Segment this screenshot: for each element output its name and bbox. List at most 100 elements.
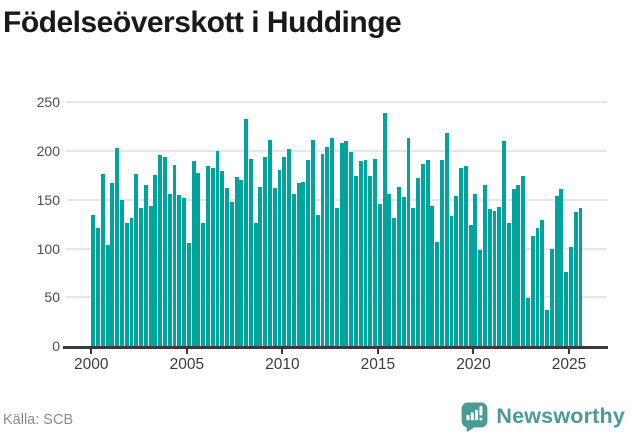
bar bbox=[91, 215, 96, 347]
bar bbox=[225, 187, 229, 347]
bar bbox=[272, 187, 277, 347]
x-tick bbox=[281, 348, 284, 355]
bar bbox=[497, 207, 502, 347]
bar bbox=[349, 151, 354, 347]
bar bbox=[535, 227, 540, 347]
bar bbox=[363, 160, 368, 347]
bar bbox=[487, 209, 492, 347]
bar bbox=[530, 235, 535, 347]
source-label: Källa: SCB bbox=[3, 412, 74, 428]
bar bbox=[358, 161, 363, 347]
bar bbox=[277, 170, 282, 347]
x-axis-label: 2005 bbox=[169, 356, 205, 373]
bar bbox=[506, 223, 511, 347]
bar bbox=[320, 153, 325, 347]
bar bbox=[478, 250, 483, 347]
bar bbox=[229, 201, 234, 347]
bar bbox=[416, 178, 421, 347]
y-axis-label: 250 bbox=[36, 93, 60, 110]
bar bbox=[392, 218, 397, 347]
bar bbox=[569, 246, 573, 347]
bar bbox=[182, 197, 186, 347]
bar bbox=[215, 150, 220, 347]
bar bbox=[554, 195, 559, 347]
bar bbox=[435, 241, 440, 347]
x-tick bbox=[376, 348, 379, 355]
y-axis-label: 200 bbox=[36, 142, 60, 159]
bar bbox=[115, 147, 120, 347]
x-axis-label: 2025 bbox=[551, 356, 587, 373]
bar bbox=[521, 176, 526, 347]
bar bbox=[210, 168, 215, 347]
bar bbox=[406, 137, 411, 347]
bar bbox=[578, 208, 583, 347]
bar bbox=[330, 137, 335, 347]
bar bbox=[483, 184, 487, 347]
bar bbox=[549, 249, 554, 347]
bar bbox=[191, 161, 196, 347]
bar bbox=[172, 165, 177, 347]
x-tick bbox=[90, 348, 93, 355]
bar bbox=[239, 180, 244, 347]
bar bbox=[463, 166, 468, 347]
bar bbox=[143, 184, 148, 347]
bar bbox=[325, 146, 330, 347]
bar bbox=[110, 182, 115, 347]
gridline-150 bbox=[66, 198, 607, 201]
y-axis-label: 0 bbox=[52, 338, 60, 355]
bar bbox=[253, 223, 258, 347]
bar bbox=[139, 208, 143, 347]
bar bbox=[397, 186, 401, 347]
bar bbox=[368, 176, 373, 347]
bar bbox=[296, 182, 301, 347]
newsworthy-icon bbox=[460, 401, 489, 432]
bar bbox=[248, 158, 253, 347]
y-axis-label: 100 bbox=[36, 240, 60, 257]
bar bbox=[564, 271, 569, 347]
bar bbox=[177, 194, 182, 347]
bar bbox=[516, 184, 521, 347]
bar bbox=[148, 206, 153, 347]
bar bbox=[545, 310, 549, 347]
bar bbox=[263, 156, 268, 347]
x-tick bbox=[185, 348, 188, 355]
bar bbox=[162, 156, 167, 347]
bar bbox=[526, 298, 530, 347]
bar bbox=[96, 227, 100, 347]
bar bbox=[440, 160, 444, 347]
bar bbox=[167, 193, 172, 347]
bar bbox=[244, 119, 249, 347]
bar bbox=[301, 181, 306, 347]
x-axis-label: 2010 bbox=[265, 356, 300, 373]
gridline-200 bbox=[66, 149, 607, 152]
bar bbox=[377, 203, 382, 347]
bar bbox=[282, 156, 287, 347]
bar bbox=[382, 112, 387, 347]
bar bbox=[105, 244, 110, 347]
bar bbox=[387, 193, 392, 347]
bar bbox=[473, 193, 478, 347]
bar bbox=[291, 193, 296, 347]
bar bbox=[311, 139, 315, 347]
x-tick bbox=[472, 348, 475, 355]
bar bbox=[344, 140, 349, 347]
bar bbox=[573, 212, 578, 347]
bar bbox=[492, 211, 497, 347]
bar bbox=[186, 242, 191, 347]
bar bbox=[559, 188, 564, 347]
bar bbox=[234, 177, 239, 347]
bar bbox=[373, 158, 378, 347]
bar bbox=[401, 196, 406, 347]
bar bbox=[411, 208, 416, 347]
chart-title: Födelseöverskott i Huddinge bbox=[3, 6, 402, 39]
bar bbox=[153, 175, 158, 347]
bar bbox=[158, 154, 163, 347]
bar bbox=[454, 195, 459, 347]
bar bbox=[220, 171, 225, 347]
newsworthy-wordmark: Newsworthy bbox=[496, 404, 625, 428]
x-axis-label: 2000 bbox=[74, 356, 109, 373]
bar bbox=[502, 140, 506, 347]
bar bbox=[124, 223, 129, 347]
bar bbox=[100, 174, 105, 347]
